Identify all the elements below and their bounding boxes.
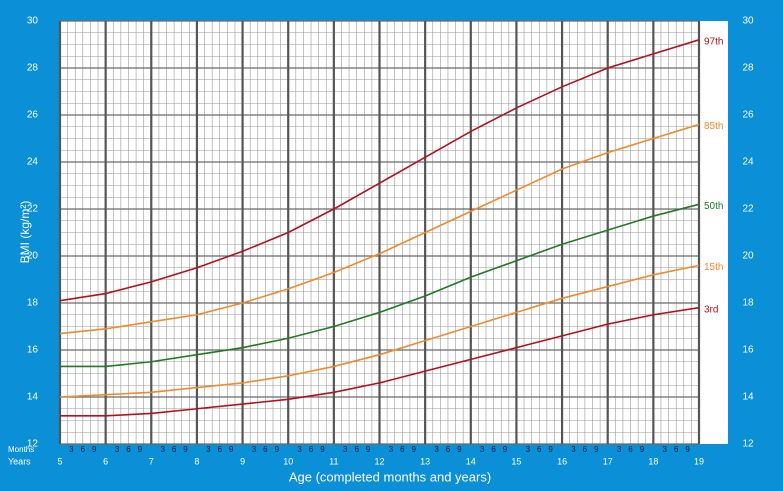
series-label: 3rd [704,304,718,315]
x-tick-label: 5 [57,456,62,466]
month-label: 9 [412,445,417,454]
month-label: 3 [480,445,485,454]
y2-tick-label: 24 [742,157,754,168]
x-tick-label: 18 [648,456,658,466]
y2-tick-label: 26 [742,110,754,121]
y2-tick-label: 18 [742,298,754,309]
month-label: 3 [297,445,302,454]
month-label: 3 [69,445,74,454]
month-label: 3 [389,445,394,454]
month-label: 9 [685,445,690,454]
month-label: 6 [126,445,131,454]
x-tick-label: 16 [557,456,567,466]
x-tick-label: 7 [149,456,154,466]
series-label: 15th [704,262,723,273]
month-label: 3 [571,445,576,454]
series-line [59,264,700,398]
x-tick-label: 10 [283,456,293,466]
x-tick-label: 17 [603,456,613,466]
y-tick-label: 14 [27,392,39,403]
month-label: 9 [92,445,97,454]
x-tick-label: 8 [194,456,199,466]
month-label: 6 [628,445,633,454]
month-label: 3 [526,445,531,454]
month-label: 3 [206,445,211,454]
series-line [59,39,700,302]
month-label: 3 [617,445,622,454]
y2-tick-label: 14 [742,392,754,403]
month-label: 6 [309,445,314,454]
month-label: 6 [81,445,86,454]
month-label: 9 [640,445,645,454]
x-tick-label: 15 [511,456,521,466]
month-label: 6 [354,445,359,454]
y2-tick-label: 20 [742,251,754,262]
month-label: 6 [172,445,177,454]
y-tick-label: 18 [27,298,39,309]
month-label: 9 [275,445,280,454]
month-label: 9 [366,445,371,454]
x-tick-label: 11 [329,456,338,466]
series-line [59,123,700,335]
month-label: 9 [229,445,234,454]
x-tick-label: 6 [103,456,108,466]
month-label: 3 [434,445,439,454]
months-label: Months [8,445,34,454]
y2-tick-label: 30 [742,16,754,27]
y2-tick-label: 12 [742,439,754,450]
y-tick-label: 30 [27,16,39,27]
month-label: 9 [457,445,462,454]
y-tick-label: 12 [27,439,39,450]
y-tick-label: 26 [27,110,39,121]
month-label: 9 [320,445,325,454]
month-label: 6 [218,445,223,454]
y2-tick-label: 28 [742,63,754,74]
month-label: 6 [263,445,268,454]
month-label: 6 [400,445,405,454]
month-label: 3 [343,445,348,454]
years-label: Years [8,456,31,466]
y-tick-label: 22 [27,204,39,215]
x-tick-label: 19 [694,456,704,466]
month-label: 6 [446,445,451,454]
month-label: 9 [594,445,599,454]
month-label: 9 [503,445,508,454]
month-label: 6 [491,445,496,454]
x-tick-label: 13 [420,456,430,466]
y-axis-title: BMI (kg/m²) [18,201,32,264]
month-label: 3 [663,445,668,454]
series-label: 97th [704,36,723,47]
x-axis-title: Age (completed months and years) [289,469,491,484]
month-label: 6 [674,445,679,454]
month-label: 3 [252,445,257,454]
month-label: 6 [537,445,542,454]
month-label: 6 [583,445,588,454]
month-label: 9 [548,445,553,454]
month-label: 9 [183,445,188,454]
x-tick-label: 9 [240,456,245,466]
y-tick-label: 28 [27,63,39,74]
month-label: 9 [138,445,143,454]
y-tick-label: 16 [27,345,39,356]
y2-tick-label: 22 [742,204,754,215]
month-label: 3 [160,445,165,454]
y-tick-label: 20 [27,251,39,262]
y-tick-label: 24 [27,157,39,168]
series-line [60,306,700,417]
y2-tick-label: 16 [742,345,754,356]
x-tick-label: 14 [466,456,476,466]
series-line [60,203,700,368]
month-label: 3 [115,445,120,454]
series-label: 50th [704,201,723,212]
x-tick-label: 12 [374,456,384,466]
series-label: 85th [704,121,723,132]
